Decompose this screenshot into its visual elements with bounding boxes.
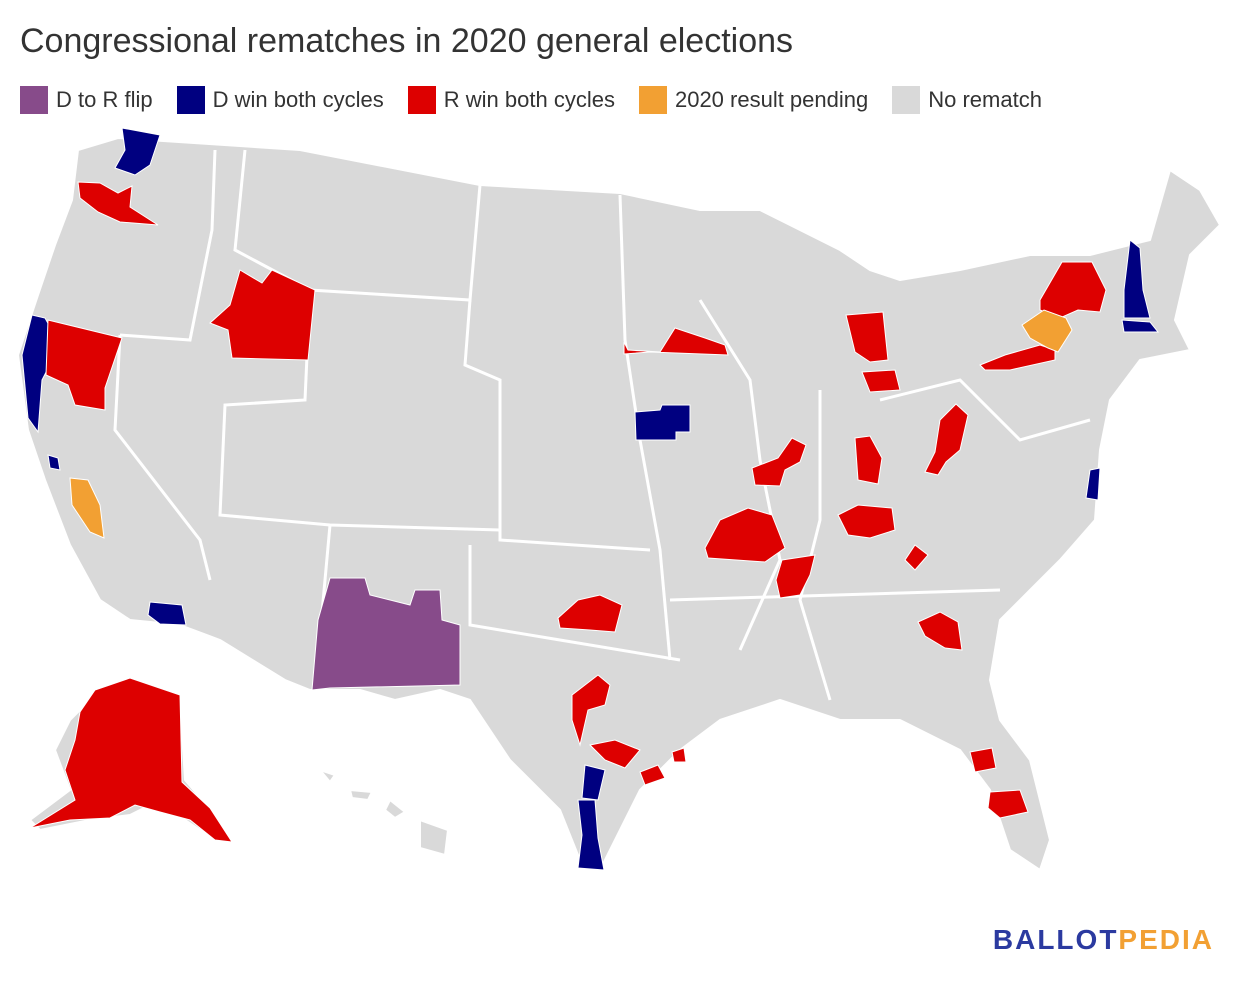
district-r-both-florida-central — [987, 789, 1029, 819]
district-r-both-idaho-wyoming — [209, 269, 316, 361]
state-border-line — [218, 289, 501, 532]
ballotpedia-logo: BALLOTPEDIA — [993, 924, 1214, 956]
district-r-both-arkansas-tennessee — [775, 554, 816, 599]
legend-label: No rematch — [928, 87, 1042, 112]
logo-part-2: PEDIA — [1118, 924, 1214, 955]
legend-label: D win both cycles — [212, 87, 384, 112]
legend-label: 2020 result pending — [674, 87, 869, 112]
district-r-both-michigan — [845, 311, 889, 363]
district-r-both-oklahoma — [557, 594, 623, 633]
district-d-both-california-south — [147, 601, 187, 626]
district-d-to-r-new-mexico — [311, 577, 461, 691]
legend-swatch — [176, 86, 205, 114]
district-d-both-delaware — [1085, 467, 1101, 501]
district-r-both-minnesota — [623, 327, 729, 356]
district-r-both-georgia — [917, 611, 963, 651]
district-r-both-pennsylvania — [979, 344, 1056, 371]
district-d-both-maine-nh — [1123, 239, 1151, 319]
district-r-both-alaska — [29, 677, 233, 843]
state-border-line — [669, 588, 1001, 602]
district-d-both-massachusetts — [1121, 319, 1160, 333]
district-highlights — [21, 127, 1160, 871]
district-pending-california — [69, 477, 105, 539]
district-d-both-iowa — [634, 404, 691, 441]
district-r-both-texas-central — [588, 739, 641, 769]
district-r-both-tennessee — [904, 544, 929, 571]
legend-swatch — [892, 86, 921, 114]
district-r-both-kentucky — [837, 504, 896, 539]
legend-label: D to R flip — [56, 87, 153, 112]
legend-swatch — [638, 86, 667, 114]
state-border-line — [698, 299, 782, 651]
district-r-both-texas-houston — [639, 764, 666, 786]
district-r-both-missouri — [704, 507, 786, 563]
legend-item-d-to-r: D to R flip — [20, 86, 153, 114]
us-district-map — [17, 127, 1221, 871]
hawaii-land — [319, 769, 449, 856]
legend-label: R win both cycles — [443, 87, 615, 112]
district-r-both-michigan-south — [861, 369, 901, 393]
district-r-both-illinois — [751, 437, 807, 487]
legend-item-d-both: D win both cycles — [176, 86, 384, 114]
legend-item-pending: 2020 result pending — [638, 86, 869, 114]
district-r-both-oregon — [45, 319, 123, 411]
district-r-both-florida-north — [969, 747, 997, 773]
state-border-line — [463, 299, 651, 552]
district-r-both-texas-east — [671, 747, 687, 763]
state-border-line — [119, 149, 217, 342]
district-pending-new-york — [1021, 309, 1073, 353]
district-d-both-texas-central — [581, 764, 606, 801]
legend-item-r-both: R win both cycles — [407, 86, 615, 114]
district-d-both-california-bay — [47, 454, 61, 471]
district-d-both-washington — [114, 127, 161, 176]
legend-swatch — [20, 86, 48, 114]
logo-part-1: BALLOT — [992, 924, 1119, 955]
district-r-both-indiana — [854, 435, 883, 485]
district-r-both-ohio — [924, 403, 969, 476]
district-r-both-texas-north — [571, 674, 611, 747]
state-border-line — [113, 334, 212, 581]
legend-item-no-rematch: No rematch — [892, 86, 1042, 114]
state-border-line — [879, 378, 1091, 442]
legend-swatch — [407, 86, 436, 114]
state-border-line — [468, 545, 681, 662]
district-r-both-washington — [77, 181, 159, 226]
legend: D to R flip D win both cycles R win both… — [20, 86, 1066, 114]
chart-title: Congressional rematches in 2020 general … — [20, 22, 794, 60]
